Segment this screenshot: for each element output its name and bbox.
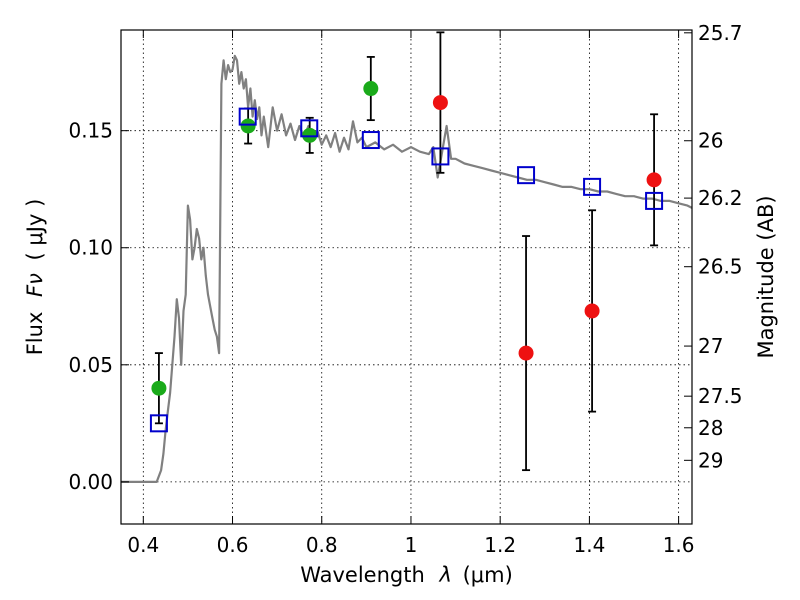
right-tick-label: 27.5 xyxy=(698,384,743,408)
green-point xyxy=(240,118,256,134)
right-tick-label: 26 xyxy=(698,129,723,153)
y-axis-title: Flux Fν ( μJy ) xyxy=(23,199,47,356)
x-tick-label: 0.6 xyxy=(217,533,249,557)
blue-square-point xyxy=(431,147,450,166)
red-point xyxy=(518,345,534,361)
data-markers xyxy=(149,81,664,433)
axis-ticks: 0.4 0.6 0.8 1 1.2 1.4 1.6 0.00 0.05 0.10 0.15 25.7 2… xyxy=(68,21,742,557)
blue-square-point xyxy=(361,131,380,150)
blue-square-point xyxy=(300,119,319,138)
green-point xyxy=(151,380,167,396)
plot-frame xyxy=(120,29,693,525)
x-tick-label: 1.2 xyxy=(484,533,516,557)
blue-square-point xyxy=(149,414,168,433)
right-tick-label: 26.5 xyxy=(698,255,743,279)
blue-square-point xyxy=(645,191,664,210)
green-point xyxy=(363,81,379,97)
x-tick-label: 1.4 xyxy=(573,533,605,557)
model-spectrum-line xyxy=(121,54,693,483)
x-tick-label: 1.6 xyxy=(663,533,695,557)
error-bars xyxy=(154,31,659,472)
right-tick-label: 27 xyxy=(698,334,723,358)
x-tick-label: 0.4 xyxy=(127,533,159,557)
right-tick-label: 29 xyxy=(698,448,723,472)
y-tick-label: 0.00 xyxy=(68,470,113,494)
red-point xyxy=(432,95,448,111)
y-tick-label: 0.15 xyxy=(68,119,113,143)
red-point xyxy=(584,303,600,319)
model-spectrum xyxy=(121,54,693,483)
blue-square-point xyxy=(238,107,257,126)
grid-lines xyxy=(121,30,692,524)
y-tick-label: 0.05 xyxy=(68,353,113,377)
right-tick-label: 25.7 xyxy=(698,21,743,45)
x-axis-title: Wavelength λ (μm) xyxy=(300,563,513,587)
red-point xyxy=(646,172,662,188)
right-tick-label: 26.2 xyxy=(698,186,743,210)
y-tick-label: 0.10 xyxy=(68,236,113,260)
x-tick-label: 1 xyxy=(405,533,418,557)
blue-square-point xyxy=(517,166,536,185)
right-axis-title: Magnitude (AB) xyxy=(754,195,778,358)
right-tick-label: 28 xyxy=(698,416,723,440)
x-tick-label: 0.8 xyxy=(306,533,338,557)
blue-square-point xyxy=(583,177,602,196)
